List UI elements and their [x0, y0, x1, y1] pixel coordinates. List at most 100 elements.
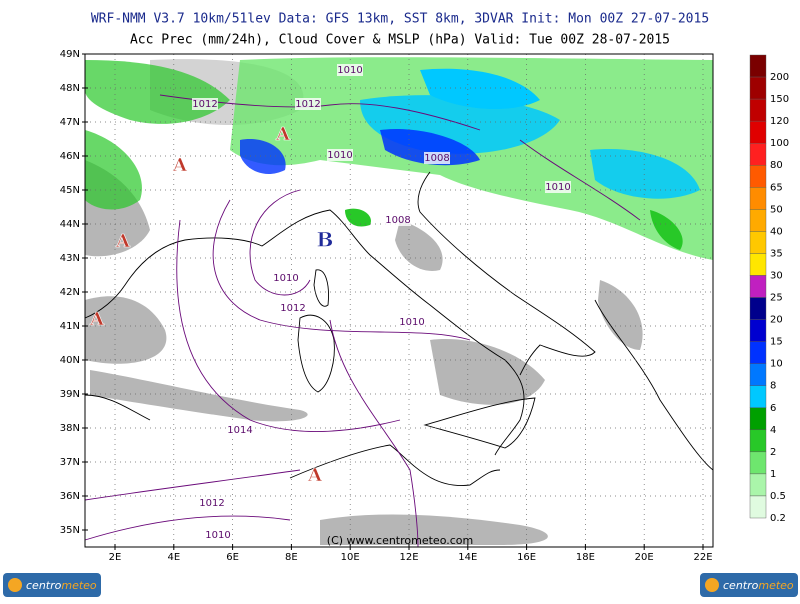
isobar-label-bg	[280, 302, 306, 314]
lon-label: 8E	[285, 552, 298, 563]
lat-label: 45N	[60, 185, 80, 196]
colorbar-label: 6	[770, 403, 776, 414]
lat-label: 41N	[60, 321, 80, 332]
colorbar: 200 150 120 100 80 65 50 40 35 30 25 20 15 10 8 6 4 2 1 0.5…	[749, 54, 789, 524]
colorbar-swatch	[749, 231, 767, 254]
lat-label: 35N	[60, 525, 80, 536]
lat-label: 43N	[60, 253, 80, 264]
logo-right: centrometeo	[700, 573, 798, 597]
isobar-label: 1012	[199, 498, 224, 509]
colorbar-label: 120	[770, 116, 789, 127]
logo-icon	[705, 578, 719, 592]
lon-label: 4E	[167, 552, 180, 563]
isobar-label: 1008	[385, 215, 410, 226]
header-line2: Acc Prec (mm/24h), Cloud Cover & MSLP (h…	[130, 33, 670, 48]
colorbar-label: 2	[770, 447, 776, 458]
colorbar-label: 200	[770, 72, 789, 83]
colorbar-swatch	[749, 341, 767, 364]
lat-label: 40N	[60, 355, 80, 366]
isobar-label-bg	[327, 149, 353, 161]
colorbar-label: 20	[770, 315, 783, 326]
colorbar-swatch	[749, 98, 767, 122]
isobar-label: 1014	[227, 425, 252, 436]
colorbar-swatch	[749, 54, 767, 78]
isobar-label-bg	[295, 98, 321, 110]
logo-left: centrometeo	[3, 573, 101, 597]
copyright: (C) www.centrometeo.com	[327, 534, 473, 547]
colorbar-swatch	[749, 187, 767, 210]
isobar-label: 1012	[280, 303, 305, 314]
logo-bg	[3, 573, 101, 597]
logo-icon	[8, 578, 22, 592]
pressure-center: B	[317, 228, 334, 252]
logo-text: centrometeo	[26, 579, 97, 592]
lon-label: 6E	[226, 552, 239, 563]
colorbar-swatch	[749, 495, 767, 519]
isobar-label-bg	[424, 152, 450, 164]
colorbar-label: 25	[770, 293, 783, 304]
colorbar-label: 35	[770, 248, 783, 259]
isobar-label-bg	[545, 181, 571, 193]
colorbar-label: 50	[770, 204, 783, 215]
lat-label: 46N	[60, 151, 80, 162]
colorbar-swatch	[749, 142, 767, 166]
lon-label: 20E	[635, 552, 654, 563]
isobar-label-bg	[227, 424, 253, 436]
colorbar-label: 1	[770, 469, 776, 480]
map-frame	[84, 53, 714, 548]
isobar-label-bg	[205, 529, 231, 541]
colorbar-label: 0.2	[770, 513, 786, 524]
pressure-center: A	[89, 309, 105, 330]
isobar-label: 1010	[273, 273, 298, 284]
colorbar-swatch	[749, 165, 767, 188]
pressure-center: A	[115, 231, 131, 252]
colorbar-label: 150	[770, 94, 789, 105]
lon-label: 10E	[341, 552, 360, 563]
colorbar-swatch	[749, 275, 767, 298]
colorbar-label: 40	[770, 226, 783, 237]
colorbar-label: 10	[770, 359, 783, 370]
colorbar-swatch	[749, 76, 767, 100]
colorbar-swatch	[749, 297, 767, 320]
lat-label: 39N	[60, 389, 80, 400]
colorbar-swatch	[749, 319, 767, 342]
lon-label: 14E	[458, 552, 477, 563]
pressure-center: A	[172, 155, 188, 176]
colorbar-swatch	[749, 429, 767, 453]
colorbar-label: 80	[770, 160, 783, 171]
isobar-label-bg	[273, 272, 299, 284]
lon-label: 12E	[399, 552, 418, 563]
lon-label: 22E	[693, 552, 712, 563]
isobars	[84, 94, 641, 548]
isobar-label: 1012	[192, 99, 217, 110]
colorbar-label: 4	[770, 425, 776, 436]
pressure-center: A	[275, 124, 291, 145]
pressure-center: A	[307, 465, 323, 486]
lat-label: 47N	[60, 117, 80, 128]
isobar-label: 1008	[424, 153, 449, 164]
isobar-label: 1010	[399, 317, 424, 328]
colorbar-label: 100	[770, 138, 789, 149]
lat-label: 44N	[60, 219, 80, 230]
lat-label: 37N	[60, 457, 80, 468]
colorbar-swatch	[749, 451, 767, 475]
colorbar-swatch	[749, 363, 767, 386]
colorbar-swatch	[749, 253, 767, 276]
colorbar-swatch	[749, 120, 767, 144]
logo-text: centrometeo	[723, 579, 794, 592]
lon-label: 18E	[576, 552, 595, 563]
colorbar-swatch	[749, 209, 767, 232]
colorbar-swatch	[749, 407, 767, 431]
map-labels: 49N 48N 47N 46N 45N 44N 43N 42N 41N 40N 39N 38N 37N 3…	[60, 49, 713, 563]
isobar-label: 1010	[545, 182, 570, 193]
logo-bg	[700, 573, 798, 597]
colorbar-swatch	[749, 385, 767, 408]
colorbar-label: 65	[770, 182, 783, 193]
lat-label: 48N	[60, 83, 80, 94]
lat-label: 38N	[60, 423, 80, 434]
isobar-label-bg	[337, 64, 363, 76]
colorbar-swatch	[749, 473, 767, 497]
lon-label: 2E	[109, 552, 122, 563]
